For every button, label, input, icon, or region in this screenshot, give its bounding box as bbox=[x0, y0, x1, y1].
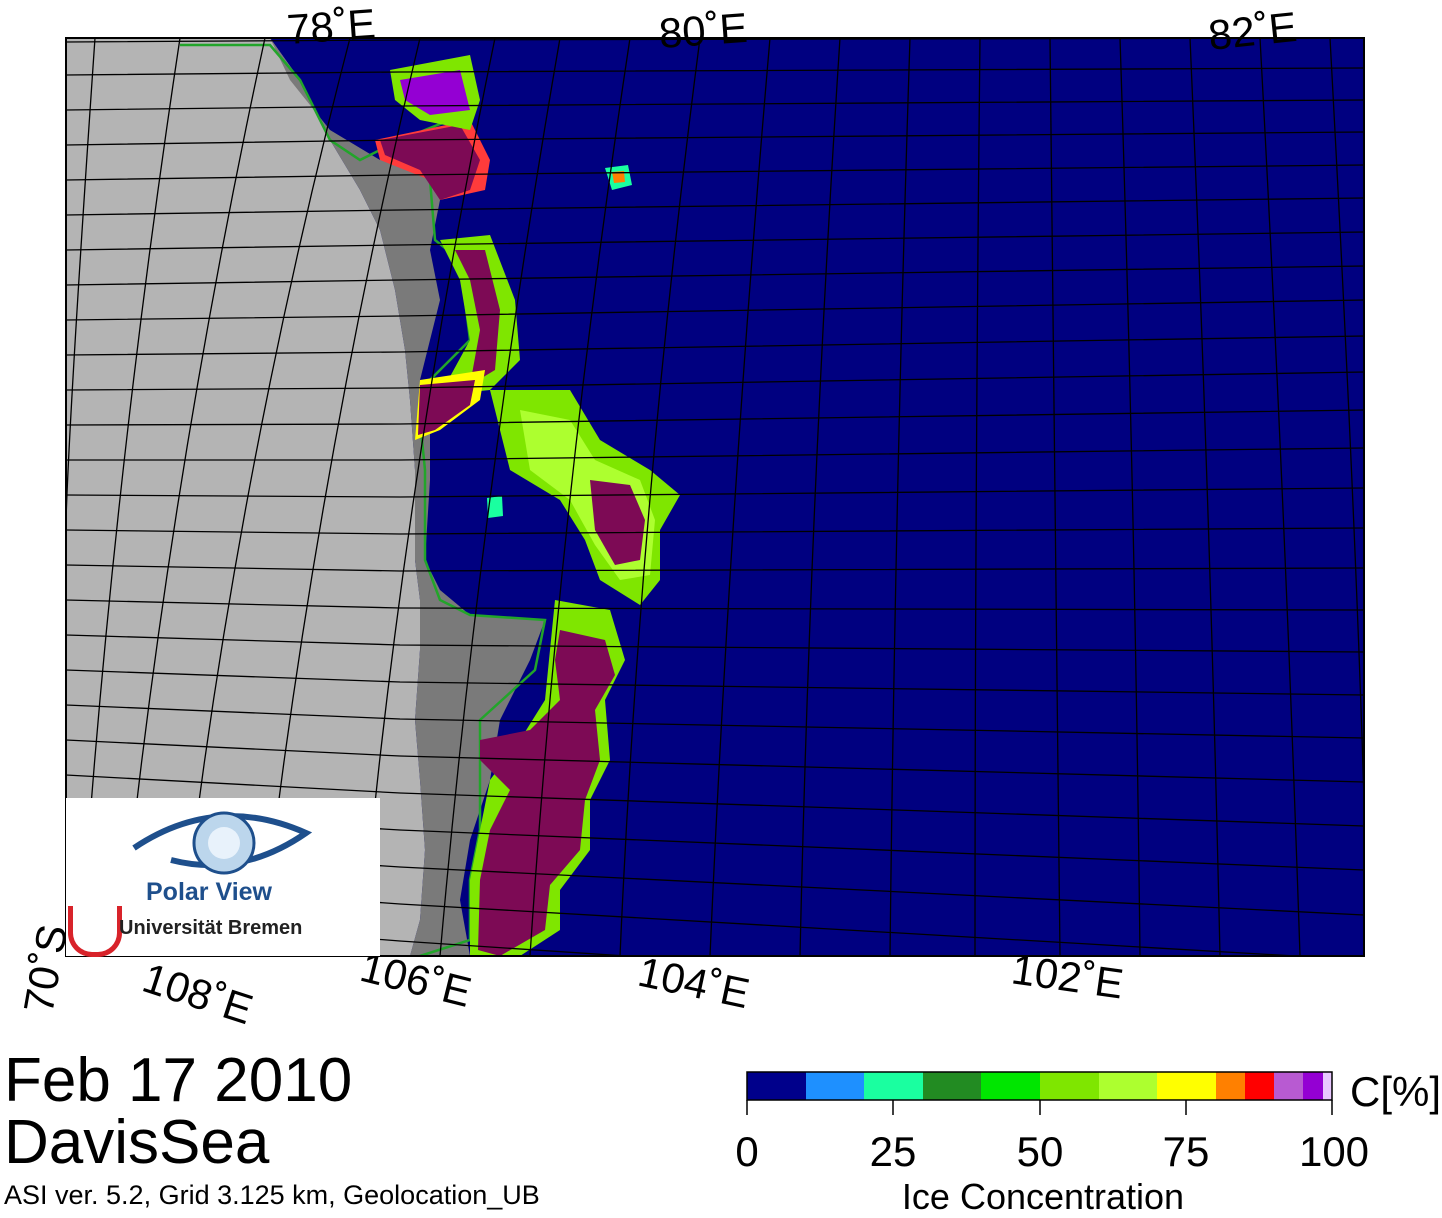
ice-shelf bbox=[270, 38, 545, 956]
logo-name: Polar View bbox=[146, 878, 272, 906]
lon-label-top: 82˚E bbox=[1206, 3, 1299, 59]
graticule bbox=[66, 38, 1364, 956]
colorbar bbox=[746, 1071, 1333, 1115]
colorbar-tick-label: 0 bbox=[735, 1128, 759, 1175]
map-region: DavisSea bbox=[4, 1108, 270, 1177]
colorbar-tick-label: 100 bbox=[1298, 1128, 1370, 1175]
colorbar-unit: C[%] bbox=[1350, 1068, 1442, 1115]
colorbar-bin bbox=[1323, 1072, 1332, 1100]
colorbar-bin bbox=[747, 1072, 806, 1100]
colorbar-title: Ice Concentration bbox=[901, 1176, 1185, 1217]
land-mass bbox=[66, 38, 425, 956]
colorbar-bin bbox=[1040, 1072, 1099, 1100]
colorbar-bin bbox=[1274, 1072, 1303, 1100]
university-shield-icon bbox=[68, 906, 122, 957]
lon-label-bottom: 108˚E bbox=[137, 954, 258, 1033]
colorbar-bin bbox=[923, 1072, 981, 1100]
logo-institution: Universität Bremen bbox=[119, 917, 303, 939]
colorbar-bin bbox=[1157, 1072, 1216, 1100]
lon-label-top: 80˚E bbox=[657, 4, 749, 57]
colorbar-bin bbox=[1245, 1072, 1274, 1100]
colorbar-bin bbox=[864, 1072, 923, 1100]
colorbar-tick-label: 75 bbox=[1162, 1128, 1210, 1175]
map-date: Feb 17 2010 bbox=[4, 1046, 353, 1115]
lon-label-top: 78˚E bbox=[285, 0, 377, 53]
map-caption: ASI ver. 5.2, Grid 3.125 km, Geolocation… bbox=[4, 1180, 540, 1210]
map-border bbox=[65, 37, 1365, 957]
colorbar-bin bbox=[1216, 1072, 1245, 1100]
colorbar-bin bbox=[806, 1072, 864, 1100]
colorbar-bin bbox=[1099, 1072, 1157, 1100]
lon-label-bottom: 104˚E bbox=[634, 948, 753, 1017]
colorbar-tick-label: 50 bbox=[1016, 1128, 1064, 1175]
eye-icon bbox=[132, 811, 313, 875]
colorbar-tick-label: 25 bbox=[869, 1128, 917, 1175]
polar-view-logo: Polar View Universität Bremen bbox=[66, 798, 380, 957]
colorbar-bin bbox=[1303, 1072, 1323, 1100]
colorbar-bin bbox=[981, 1072, 1040, 1100]
